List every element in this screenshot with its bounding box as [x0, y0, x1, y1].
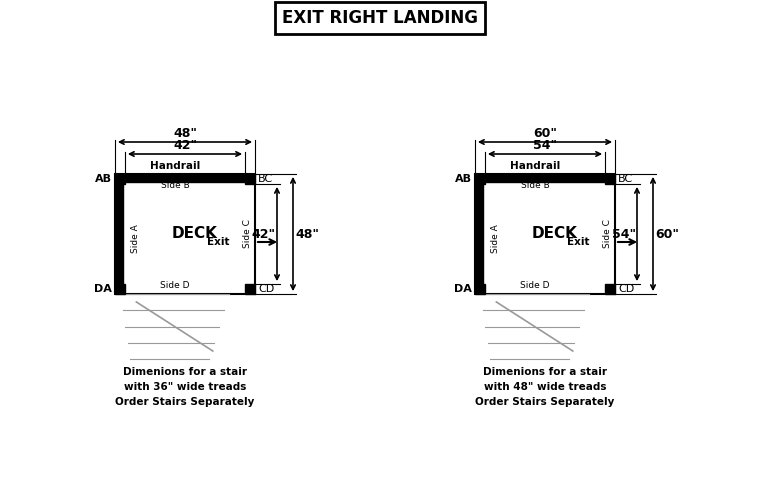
Bar [475, 284, 485, 294]
Text: Dimenions for a stair
with 48" wide treads
Order Stairs Separately: Dimenions for a stair with 48" wide trea… [475, 367, 615, 407]
Text: Side D: Side D [521, 282, 549, 290]
Bar [115, 174, 255, 294]
Text: 54": 54" [612, 227, 636, 241]
Bar [475, 174, 485, 184]
Text: Side A: Side A [492, 225, 501, 254]
Text: AB: AB [455, 174, 472, 184]
Bar [605, 284, 615, 294]
Text: Side C: Side C [242, 220, 252, 248]
Text: 60": 60" [533, 127, 557, 140]
Text: Exit: Exit [568, 237, 590, 247]
Text: 48": 48" [295, 227, 319, 241]
Text: 48": 48" [173, 127, 197, 140]
Bar [245, 174, 255, 184]
Text: BC: BC [618, 174, 633, 184]
Text: BC: BC [258, 174, 273, 184]
Text: DA: DA [454, 284, 472, 294]
Text: AB: AB [95, 174, 112, 184]
Text: DA: DA [94, 284, 112, 294]
Text: 42": 42" [173, 139, 197, 152]
Text: Side D: Side D [160, 282, 190, 290]
Text: Exit: Exit [207, 237, 230, 247]
Bar [124, 175, 246, 182]
Text: Side C: Side C [603, 220, 612, 248]
Bar [475, 174, 615, 294]
Text: 42": 42" [252, 227, 276, 241]
Text: Dimenions for a stair
with 36" wide treads
Order Stairs Separately: Dimenions for a stair with 36" wide trea… [116, 367, 255, 407]
Text: 54": 54" [533, 139, 557, 152]
Text: CD: CD [618, 284, 635, 294]
Bar [476, 176, 483, 285]
Bar [115, 174, 125, 184]
Bar [245, 284, 255, 294]
Bar [116, 176, 123, 285]
Text: 60": 60" [655, 227, 679, 241]
Bar [605, 174, 615, 184]
Text: DECK: DECK [532, 227, 578, 242]
Text: Handrail: Handrail [510, 161, 560, 171]
Text: Handrail: Handrail [150, 161, 200, 171]
Text: Side A: Side A [131, 225, 141, 254]
Text: Side B: Side B [521, 182, 549, 191]
Text: Side B: Side B [160, 182, 189, 191]
Bar [484, 175, 606, 182]
Text: EXIT RIGHT LANDING: EXIT RIGHT LANDING [282, 9, 478, 27]
Text: CD: CD [258, 284, 274, 294]
Bar [115, 284, 125, 294]
Text: DECK: DECK [172, 227, 218, 242]
